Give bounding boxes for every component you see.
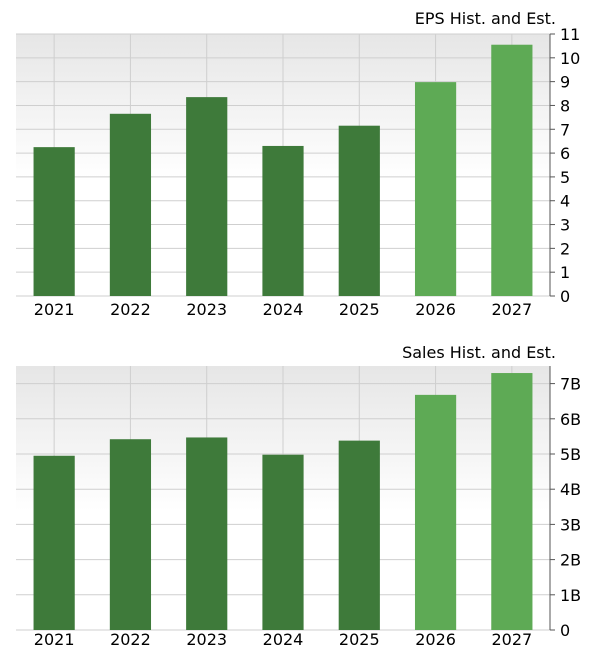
sales-x-tick-label: 2026 bbox=[415, 630, 456, 649]
sales-x-tick-label: 2027 bbox=[491, 630, 532, 649]
sales-y-tick-label: 2B bbox=[560, 551, 581, 570]
eps-x-tick-label: 2022 bbox=[110, 300, 151, 319]
eps-y-tick-label: 10 bbox=[560, 49, 580, 68]
eps-y-tick-label: 11 bbox=[560, 25, 580, 44]
eps-chart: 0 1 2 3 4 5 6 7 8 9 10 11 2021 2022 2023 2024 2025 2026 20… bbox=[16, 9, 580, 319]
sales-x-tick-label: 2025 bbox=[339, 630, 380, 649]
eps-y-tick-label: 5 bbox=[560, 168, 570, 187]
sales-x-tick-label: 2022 bbox=[110, 630, 151, 649]
sales-bar-2022 bbox=[109, 439, 152, 630]
eps-x-tick-label: 2026 bbox=[415, 300, 456, 319]
sales-y-tick-label: 4B bbox=[560, 480, 581, 499]
eps-x-tick-label: 2021 bbox=[34, 300, 75, 319]
eps-y-tick-label: 4 bbox=[560, 192, 570, 211]
sales-x-tick-label: 2021 bbox=[34, 630, 75, 649]
eps-x-tick-label: 2023 bbox=[186, 300, 227, 319]
eps-bar-2021 bbox=[33, 147, 75, 296]
sales-y-tick-label: 0 bbox=[560, 621, 570, 640]
sales-bar-2023 bbox=[186, 437, 228, 630]
sales-y-tick-label: 1B bbox=[560, 586, 581, 605]
eps-y-tick-label: 7 bbox=[560, 120, 570, 139]
eps-bar-2024 bbox=[262, 145, 304, 296]
eps-bar-2026 bbox=[414, 82, 457, 296]
eps-y-tick-label: 6 bbox=[560, 144, 570, 163]
eps-y-tick-label: 8 bbox=[560, 96, 570, 115]
eps-y-tick-label: 3 bbox=[560, 216, 570, 235]
sales-bar-2026 bbox=[414, 394, 457, 630]
eps-chart-title: EPS Hist. and Est. bbox=[415, 9, 556, 28]
eps-y-tick-label: 1 bbox=[560, 263, 570, 282]
sales-y-tick-label: 3B bbox=[560, 515, 581, 534]
eps-bar-2022 bbox=[109, 113, 152, 296]
eps-bar-2027 bbox=[491, 44, 533, 296]
sales-x-tick-label: 2023 bbox=[186, 630, 227, 649]
sales-chart: 0 1B 2B 3B 4B 5B 6B 7B 2021 2022 2023 2024 2025 2026 2… bbox=[16, 343, 581, 649]
sales-bar-2024 bbox=[262, 454, 304, 630]
eps-bar-2025 bbox=[338, 125, 380, 296]
eps-x-tick-label: 2027 bbox=[491, 300, 532, 319]
sales-bar-2027 bbox=[491, 373, 533, 630]
eps-y-tick-label: 0 bbox=[560, 287, 570, 306]
eps-x-tick-label: 2024 bbox=[263, 300, 304, 319]
sales-x-tick-label: 2024 bbox=[263, 630, 304, 649]
sales-y-tick-label: 7B bbox=[560, 375, 581, 394]
sales-y-tick-label: 6B bbox=[560, 410, 581, 429]
eps-y-tick-label: 2 bbox=[560, 239, 570, 258]
eps-y-tick-label: 9 bbox=[560, 73, 570, 92]
eps-bar-2023 bbox=[186, 97, 228, 296]
sales-bar-2021 bbox=[33, 455, 75, 630]
sales-y-tick-label: 5B bbox=[560, 445, 581, 464]
sales-chart-title: Sales Hist. and Est. bbox=[402, 343, 556, 362]
sales-bar-2025 bbox=[338, 440, 380, 630]
eps-x-tick-label: 2025 bbox=[339, 300, 380, 319]
